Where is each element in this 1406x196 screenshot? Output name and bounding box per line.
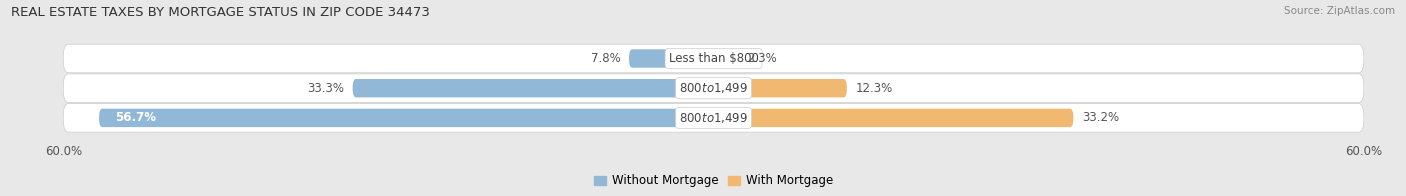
FancyBboxPatch shape <box>98 109 713 127</box>
Text: 33.2%: 33.2% <box>1083 111 1119 124</box>
FancyBboxPatch shape <box>63 104 1364 132</box>
Text: 56.7%: 56.7% <box>115 111 156 124</box>
Text: $800 to $1,499: $800 to $1,499 <box>679 111 748 125</box>
FancyBboxPatch shape <box>63 74 1364 103</box>
Text: 2.3%: 2.3% <box>747 52 778 65</box>
FancyBboxPatch shape <box>63 44 1364 73</box>
Text: Source: ZipAtlas.com: Source: ZipAtlas.com <box>1284 6 1395 16</box>
Text: 33.3%: 33.3% <box>307 82 344 95</box>
Text: $800 to $1,499: $800 to $1,499 <box>679 81 748 95</box>
Text: 12.3%: 12.3% <box>855 82 893 95</box>
FancyBboxPatch shape <box>628 49 713 68</box>
FancyBboxPatch shape <box>713 79 846 97</box>
Text: REAL ESTATE TAXES BY MORTGAGE STATUS IN ZIP CODE 34473: REAL ESTATE TAXES BY MORTGAGE STATUS IN … <box>11 6 430 19</box>
FancyBboxPatch shape <box>713 49 738 68</box>
FancyBboxPatch shape <box>353 79 713 97</box>
Legend: Without Mortgage, With Mortgage: Without Mortgage, With Mortgage <box>589 170 838 192</box>
FancyBboxPatch shape <box>713 109 1073 127</box>
Text: Less than $800: Less than $800 <box>669 52 758 65</box>
Text: 7.8%: 7.8% <box>591 52 620 65</box>
